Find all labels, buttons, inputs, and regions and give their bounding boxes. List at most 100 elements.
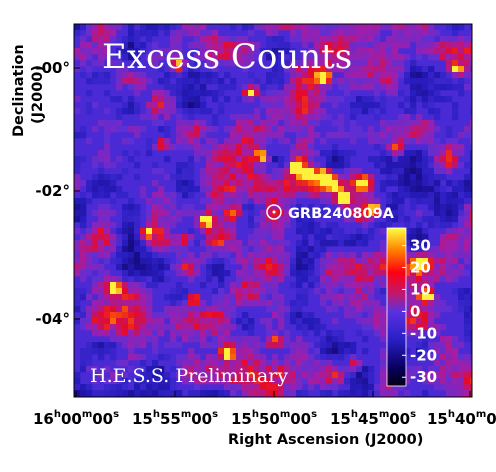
heatmap-cell — [290, 174, 297, 181]
heatmap-cell — [302, 318, 309, 325]
heatmap-cell — [98, 288, 105, 295]
heatmap-cell — [176, 216, 183, 223]
heatmap-cell — [446, 60, 453, 67]
heatmap-cell — [134, 222, 141, 229]
heatmap-cell — [182, 324, 189, 331]
heatmap-cell — [152, 168, 159, 175]
heatmap-cell — [392, 138, 399, 145]
heatmap-cell — [140, 48, 147, 55]
heatmap-cell — [344, 288, 351, 295]
heatmap-cell — [104, 48, 111, 55]
heatmap-cell — [104, 348, 111, 355]
heatmap-cell — [356, 132, 363, 139]
heatmap-cell — [116, 174, 123, 181]
heatmap-cell — [338, 252, 345, 259]
heatmap-cell — [242, 126, 249, 133]
heatmap-cell — [356, 318, 363, 325]
heatmap-cell — [236, 186, 243, 193]
heatmap-cell — [410, 240, 417, 247]
heatmap-cell — [422, 36, 429, 43]
heatmap-cell — [110, 336, 117, 343]
heatmap-cell — [434, 192, 441, 199]
heatmap-cell — [380, 312, 387, 319]
heatmap-cell — [176, 174, 183, 181]
heatmap-cell — [320, 168, 327, 175]
heatmap-cell — [74, 186, 81, 193]
heatmap-cell — [344, 60, 351, 67]
heatmap-cell — [116, 372, 123, 379]
heatmap-cell — [368, 102, 375, 109]
heatmap-cell — [194, 84, 201, 91]
heatmap-cell — [374, 102, 381, 109]
heatmap-cell — [278, 192, 285, 199]
heatmap-cell — [434, 54, 441, 61]
heatmap-cell — [428, 90, 435, 97]
heatmap-cell — [92, 342, 99, 349]
heatmap-cell — [224, 384, 231, 391]
heatmap-cell — [470, 252, 472, 259]
heatmap-cell — [200, 180, 207, 187]
heatmap-cell — [146, 336, 153, 343]
heatmap-cell — [212, 144, 219, 151]
heatmap-cell — [422, 84, 429, 91]
heatmap-cell — [374, 84, 381, 91]
heatmap-cell — [206, 54, 213, 61]
heatmap-cell — [206, 108, 213, 115]
heatmap-cell — [446, 192, 453, 199]
heatmap-cell — [386, 54, 393, 61]
heatmap-cell — [230, 216, 237, 223]
heatmap-cell — [194, 366, 201, 373]
heatmap-cell — [158, 228, 165, 235]
heatmap-cell — [302, 216, 309, 223]
heatmap-cell — [164, 84, 171, 91]
heatmap-cell — [164, 48, 171, 55]
heatmap-cell — [194, 36, 201, 43]
heatmap-cell — [332, 240, 339, 247]
heatmap-cell — [428, 246, 435, 253]
heatmap-cell — [398, 72, 405, 79]
heatmap-cell — [296, 324, 303, 331]
heatmap-cell — [266, 228, 273, 235]
heatmap-cell — [338, 276, 345, 283]
heatmap-cell — [410, 138, 417, 145]
heatmap-cell — [98, 60, 105, 67]
heatmap-cell — [428, 150, 435, 157]
heatmap-cell — [362, 78, 369, 85]
heatmap-cell — [242, 372, 249, 379]
heatmap-cell — [332, 306, 339, 313]
heatmap-cell — [194, 336, 201, 343]
heatmap-cell — [176, 306, 183, 313]
heatmap-cell — [116, 186, 123, 193]
heatmap-cell — [98, 48, 105, 55]
heatmap-cell — [452, 384, 459, 391]
heatmap-cell — [182, 144, 189, 151]
heatmap-cell — [308, 54, 315, 61]
heatmap-cell — [470, 48, 472, 55]
heatmap-cell — [74, 270, 81, 277]
heatmap-cell — [464, 372, 471, 379]
heatmap-cell — [410, 252, 417, 259]
heatmap-cell — [266, 210, 273, 217]
heatmap-cell — [404, 168, 411, 175]
heatmap-cell — [440, 222, 447, 229]
heatmap-cell — [266, 264, 273, 271]
heatmap-cell — [206, 228, 213, 235]
heatmap-cell — [302, 378, 309, 385]
heatmap-cell — [284, 42, 291, 49]
heatmap-cell — [350, 72, 357, 79]
heatmap-cell — [74, 378, 81, 385]
heatmap-cell — [248, 174, 255, 181]
heatmap-cell — [338, 54, 345, 61]
colorbar-gradient — [386, 227, 407, 387]
heatmap-cell — [386, 222, 393, 229]
heatmap-cell — [410, 30, 417, 37]
heatmap-cell — [230, 258, 237, 265]
heatmap-cell — [80, 384, 87, 391]
heatmap-cell — [392, 390, 399, 397]
heatmap-cell — [458, 198, 465, 205]
heatmap-cell — [128, 102, 135, 109]
heatmap-cell — [362, 288, 369, 295]
heatmap-cell — [374, 282, 381, 289]
heatmap-cell — [446, 348, 453, 355]
heatmap-cell — [182, 360, 189, 367]
